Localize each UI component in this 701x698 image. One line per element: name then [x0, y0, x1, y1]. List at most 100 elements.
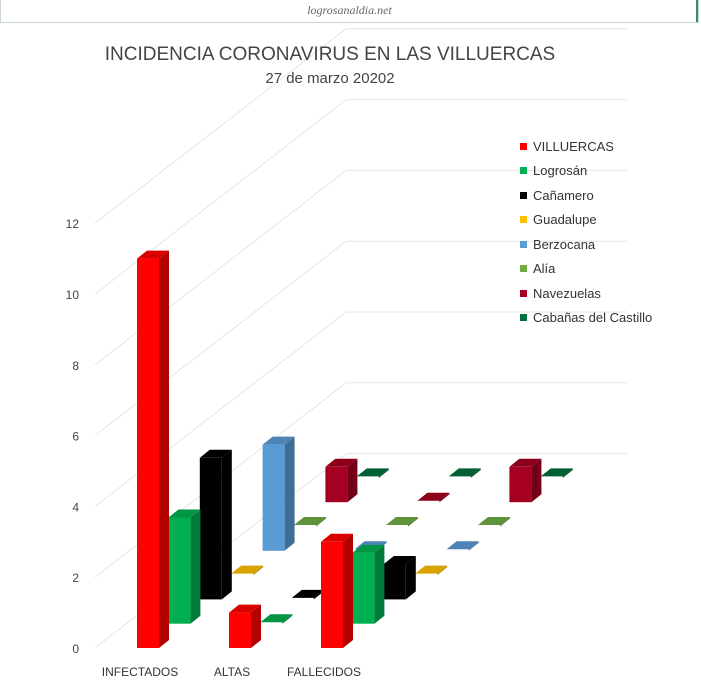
bar-top [137, 250, 169, 259]
bar-Logrosán-ALTAS [260, 614, 293, 624]
bar-side [531, 458, 542, 503]
legend-item: Berzocana [520, 232, 652, 257]
legend-item: Navezuelas [520, 281, 652, 306]
bar-Guadalupe-FALLECIDOS [415, 565, 448, 576]
bar-side [468, 541, 479, 551]
chart-legend: VILLUERCAS Logrosán Cañamero Guadalupe Berzo… [520, 134, 652, 330]
legend-label: Cabañas del Castillo [533, 310, 653, 326]
bar-side [470, 468, 481, 478]
y-tick-label: 6 [72, 430, 79, 444]
x-tick-label: INFECTADOS [102, 665, 178, 679]
legend-swatch [520, 289, 527, 297]
x-tick-label: FALLECIDOS [287, 665, 361, 679]
bar-Guadalupe-INFECTADOS [231, 565, 264, 576]
legend-item: Alía [520, 257, 652, 282]
bar-top [260, 614, 293, 623]
bar-Navezuelas-ALTAS [417, 492, 450, 503]
legend-swatch [520, 167, 527, 175]
bar-front [325, 466, 348, 503]
bar-front [383, 564, 406, 600]
bar-top [383, 556, 416, 564]
y-tick-label: 0 [72, 642, 79, 656]
y-tick-label: 10 [66, 288, 80, 302]
legend-label: VILLUERCAS [533, 138, 614, 154]
bar-side [343, 533, 353, 648]
bar-side [347, 458, 358, 503]
legend-swatch [520, 191, 527, 199]
legend-swatch [520, 240, 527, 248]
bar-top [415, 565, 448, 574]
legend-swatch [520, 314, 527, 322]
bar-top [294, 517, 326, 525]
bar-Cabañas del Castillo-ALTAS [448, 468, 481, 478]
bar-Alía-ALTAS [386, 517, 418, 527]
bar-front [509, 466, 532, 503]
legend-label: Alía [533, 261, 556, 277]
bar-Berzocana-FALLECIDOS [446, 541, 479, 551]
bar-front [262, 444, 285, 551]
legend-label: Navezuelas [533, 285, 601, 301]
legend-item: Logrosán [520, 159, 652, 184]
legend-label: Guadalupe [533, 212, 597, 228]
legend-item: Guadalupe [520, 208, 652, 233]
bar-Alía-FALLECIDOS [478, 517, 510, 527]
source-bar: logrosanaldia.net [0, 0, 699, 23]
bar-front [137, 258, 159, 648]
bar-front [168, 517, 191, 624]
bar-Logrosán-FALLECIDOS [352, 544, 385, 624]
bar-Cañamero-INFECTADOS [199, 449, 232, 600]
bar-Logrosán-INFECTADOS [168, 509, 201, 624]
legend-item: VILLUERCAS [520, 134, 652, 159]
source-bar-accent [696, 0, 698, 22]
gridline-side [94, 311, 347, 507]
bar-side [374, 544, 385, 624]
bar-top [231, 565, 264, 574]
bar-Berzocana-INFECTADOS [262, 436, 295, 551]
bar-side [405, 556, 416, 600]
bar-VILLUERCAS-INFECTADOS [137, 250, 169, 648]
legend-swatch [520, 142, 527, 150]
legend-item: Cabañas del Castillo [520, 306, 652, 331]
bar-side [408, 517, 418, 527]
bar-side [284, 436, 295, 551]
bar-front [321, 541, 343, 648]
gridline-side [94, 28, 347, 224]
bar-side [437, 565, 448, 576]
bar-VILLUERCAS-FALLECIDOS [321, 533, 353, 648]
bar-side [316, 517, 326, 527]
bar-side [253, 565, 264, 576]
bar-top [325, 458, 358, 467]
y-tick-label: 8 [72, 359, 79, 373]
bar-top [356, 468, 389, 477]
bar-Navezuelas-INFECTADOS [325, 458, 358, 503]
bar-top [478, 517, 510, 525]
bar-side [190, 509, 201, 624]
bar-side [439, 492, 450, 503]
legend-swatch [520, 216, 527, 224]
bar-top [229, 604, 261, 613]
y-tick-label: 4 [72, 500, 79, 514]
y-axis: 0 2 4 6 8 10 12 [66, 217, 80, 656]
legend-swatch [520, 265, 527, 273]
bar-side [378, 468, 389, 478]
bar-side [562, 468, 573, 478]
gridline-side [94, 170, 347, 366]
legend-label: Berzocana [533, 236, 596, 252]
bar-side [159, 250, 169, 648]
gridline-side [94, 240, 347, 436]
bar-top [199, 449, 232, 458]
bar-top [291, 589, 324, 598]
chart-title: INCIDENCIA CORONAVIRUS EN LAS VILLUERCAS [104, 44, 556, 65]
bar-Cañamero-ALTAS [291, 589, 324, 600]
gridline-side [94, 99, 347, 295]
y-tick-label: 2 [72, 571, 79, 585]
legend-label: Cañamero [533, 187, 594, 203]
bar-side [221, 449, 232, 600]
bar-top [168, 509, 201, 518]
bar-Cañamero-FALLECIDOS [383, 556, 416, 600]
bars [137, 250, 573, 648]
bar-top [448, 468, 481, 477]
bar-VILLUERCAS-ALTAS [229, 604, 261, 648]
legend-item: Cañamero [520, 183, 652, 208]
bar-top [386, 517, 418, 525]
